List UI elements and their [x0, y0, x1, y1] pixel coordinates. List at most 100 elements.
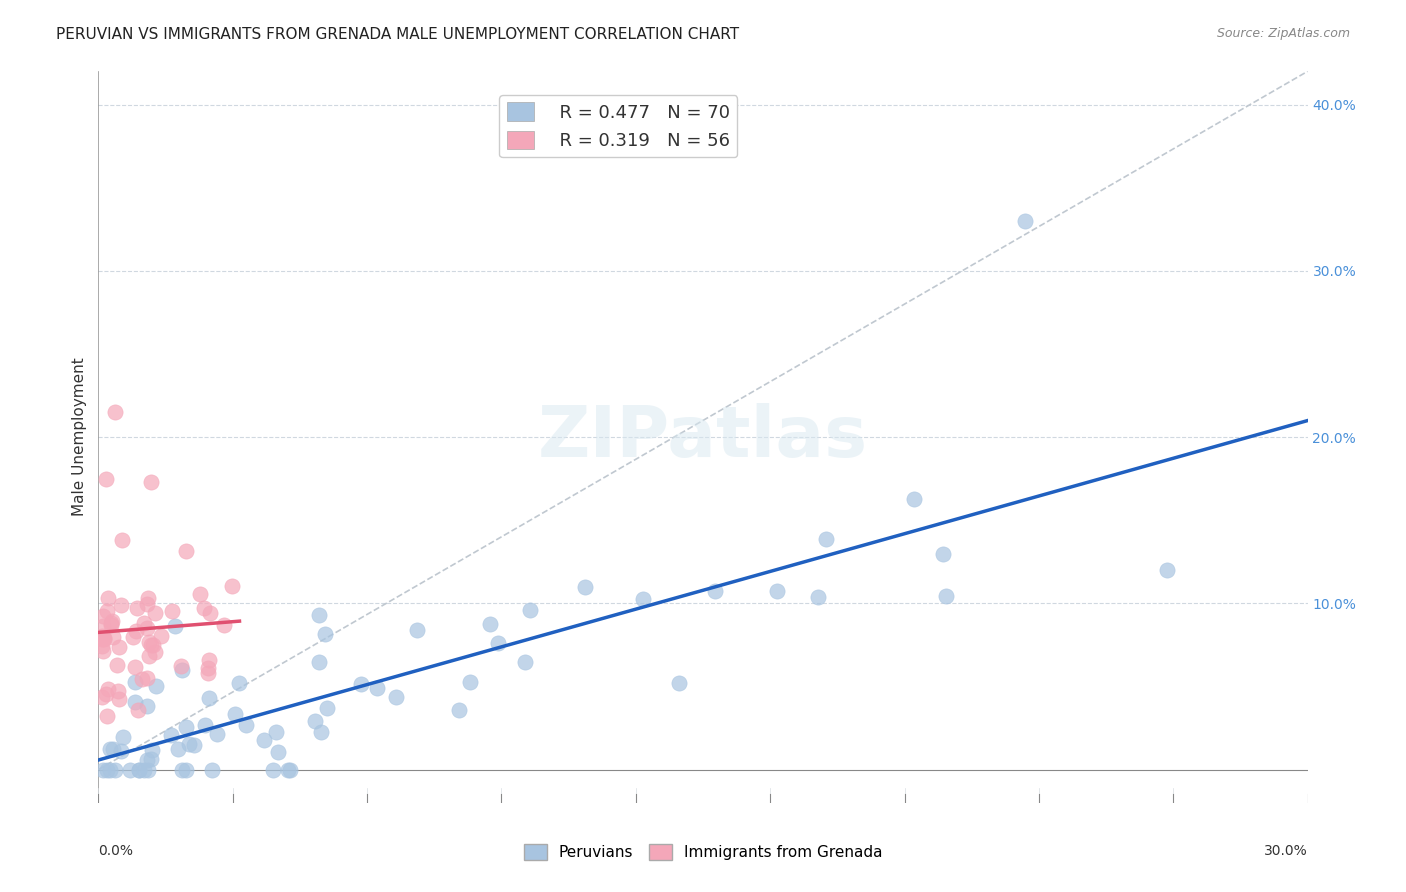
- Point: [132, 616, 155, 631]
- Point: [100, 618, 122, 632]
- Point: [207, 727, 229, 741]
- Point: [167, 742, 190, 756]
- Point: [519, 603, 541, 617]
- Point: [91, 609, 114, 624]
- Point: [135, 671, 157, 685]
- Point: [136, 763, 159, 777]
- Text: Source: ZipAtlas.com: Source: ZipAtlas.com: [1216, 27, 1350, 40]
- Point: [112, 730, 135, 744]
- Point: [150, 629, 173, 643]
- Point: [97, 682, 120, 697]
- Point: [143, 607, 166, 621]
- Point: [131, 673, 153, 687]
- Point: [96, 708, 118, 723]
- Point: [903, 492, 925, 507]
- Point: [136, 591, 159, 606]
- Point: [262, 763, 284, 777]
- Point: [515, 655, 537, 669]
- Point: [128, 763, 150, 777]
- Point: [143, 644, 166, 658]
- Point: [308, 655, 330, 669]
- Point: [197, 691, 219, 706]
- Point: [316, 701, 339, 715]
- Point: [124, 695, 146, 709]
- Point: [101, 630, 124, 644]
- Point: [124, 674, 146, 689]
- Point: [935, 589, 957, 603]
- Point: [136, 698, 159, 713]
- Point: [221, 579, 243, 593]
- Point: [174, 720, 197, 734]
- Point: [228, 675, 250, 690]
- Point: [350, 677, 373, 691]
- Point: [122, 630, 145, 644]
- Point: [197, 665, 219, 680]
- Point: [139, 475, 162, 489]
- Point: [128, 763, 150, 777]
- Point: [91, 690, 114, 704]
- Y-axis label: Male Unemployment: Male Unemployment: [72, 358, 87, 516]
- Point: [201, 763, 224, 777]
- Point: [91, 639, 114, 653]
- Text: ZIPatlas: ZIPatlas: [538, 402, 868, 472]
- Point: [110, 598, 132, 612]
- Point: [139, 638, 162, 652]
- Point: [93, 763, 115, 777]
- Point: [96, 763, 118, 777]
- Point: [136, 597, 159, 611]
- Point: [142, 638, 165, 652]
- Text: 0.0%: 0.0%: [98, 845, 134, 858]
- Point: [138, 635, 160, 649]
- Point: [93, 631, 115, 645]
- Point: [197, 661, 219, 675]
- Point: [385, 690, 408, 704]
- Point: [91, 632, 114, 646]
- Point: [188, 587, 211, 601]
- Point: [141, 743, 163, 757]
- Point: [235, 717, 257, 731]
- Point: [107, 691, 129, 706]
- Point: [574, 580, 596, 594]
- Point: [138, 648, 160, 663]
- Point: [460, 675, 482, 690]
- Point: [97, 591, 120, 605]
- Point: [366, 681, 388, 695]
- Point: [132, 763, 155, 777]
- Point: [91, 618, 114, 632]
- Point: [193, 600, 215, 615]
- Point: [124, 624, 146, 638]
- Point: [183, 738, 205, 752]
- Point: [212, 617, 235, 632]
- Point: [101, 614, 124, 628]
- Point: [668, 675, 690, 690]
- Text: 30.0%: 30.0%: [1264, 845, 1308, 858]
- Text: PERUVIAN VS IMMIGRANTS FROM GRENADA MALE UNEMPLOYMENT CORRELATION CHART: PERUVIAN VS IMMIGRANTS FROM GRENADA MALE…: [56, 27, 740, 42]
- Point: [127, 703, 149, 717]
- Point: [107, 683, 129, 698]
- Point: [118, 763, 141, 777]
- Point: [174, 543, 197, 558]
- Point: [304, 714, 326, 728]
- Point: [96, 472, 118, 486]
- Point: [194, 718, 217, 732]
- Point: [91, 629, 114, 643]
- Point: [105, 657, 128, 672]
- Point: [806, 590, 828, 604]
- Point: [277, 763, 299, 777]
- Point: [160, 604, 183, 618]
- Point: [170, 763, 193, 777]
- Point: [93, 632, 115, 647]
- Point: [104, 763, 127, 777]
- Point: [141, 752, 163, 766]
- Point: [135, 621, 157, 635]
- Point: [174, 763, 197, 777]
- Point: [765, 583, 787, 598]
- Point: [177, 738, 200, 752]
- Point: [704, 584, 727, 599]
- Point: [108, 640, 131, 655]
- Point: [169, 659, 191, 673]
- Point: [101, 742, 124, 756]
- Point: [264, 725, 287, 739]
- Point: [98, 763, 121, 777]
- Point: [96, 604, 118, 618]
